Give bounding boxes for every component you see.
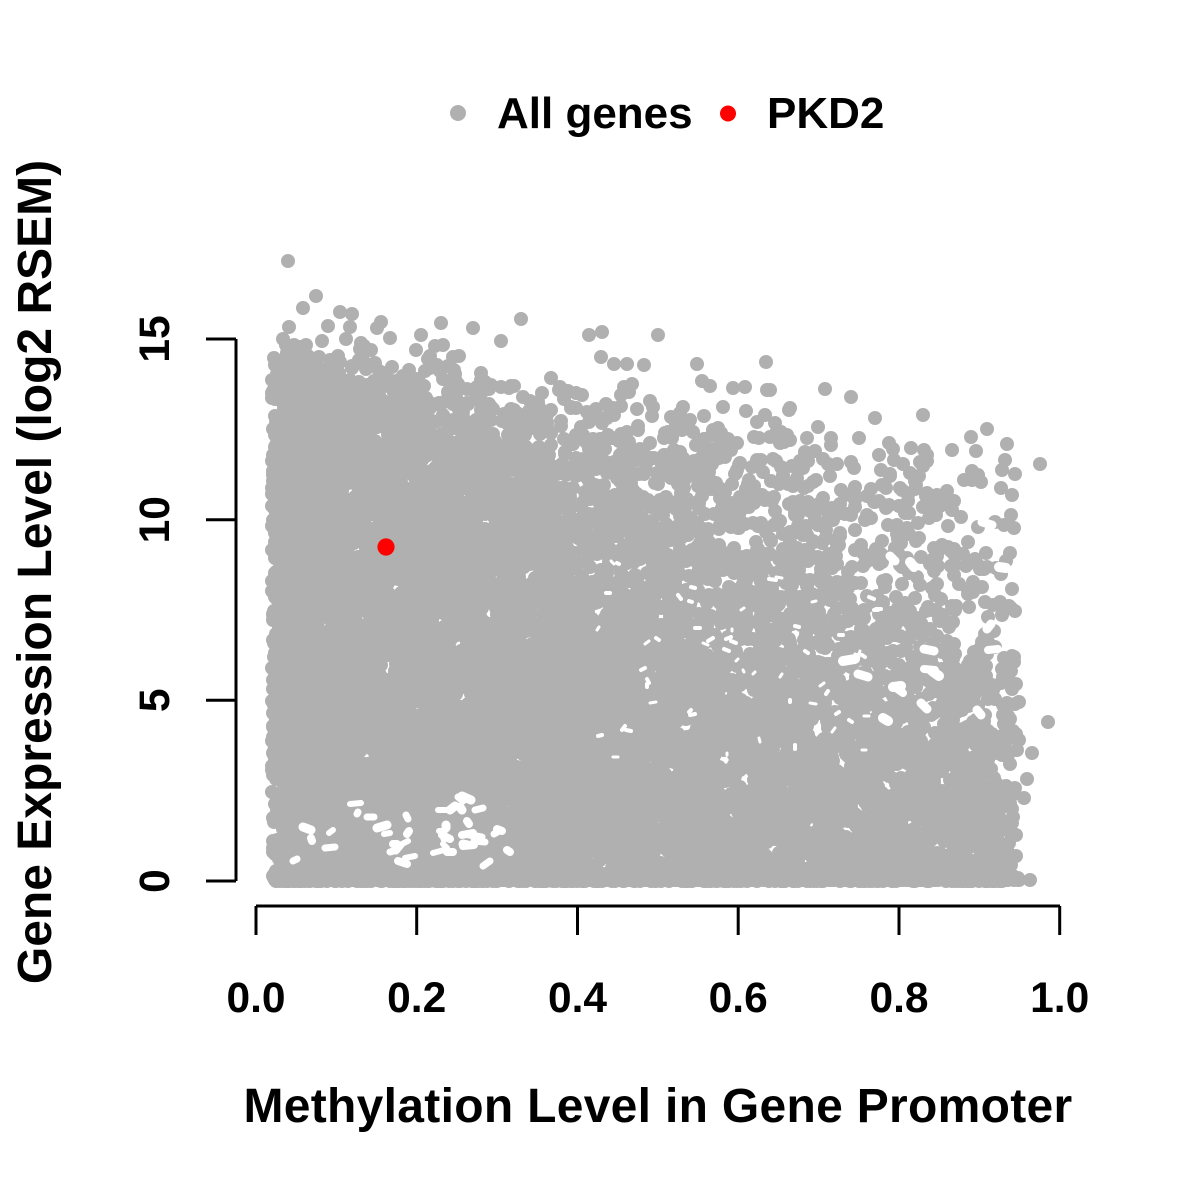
svg-text:0.6: 0.6 [709,975,768,1022]
svg-text:0: 0 [132,869,179,893]
svg-text:0.8: 0.8 [869,975,928,1022]
svg-text:0.2: 0.2 [387,975,446,1022]
svg-text:PKD2: PKD2 [767,89,884,138]
svg-text:Methylation Level in Gene Prom: Methylation Level in Gene Promoter [243,1080,1072,1133]
svg-text:15: 15 [132,315,179,362]
svg-text:0.4: 0.4 [548,975,607,1022]
svg-text:0.0: 0.0 [226,975,285,1022]
svg-text:10: 10 [132,496,179,543]
svg-text:All genes: All genes [497,89,693,138]
svg-text:1.0: 1.0 [1030,975,1089,1022]
svg-text:Gene Expression Level (log2 RS: Gene Expression Level (log2 RSEM) [9,160,62,984]
svg-text:5: 5 [132,688,179,712]
